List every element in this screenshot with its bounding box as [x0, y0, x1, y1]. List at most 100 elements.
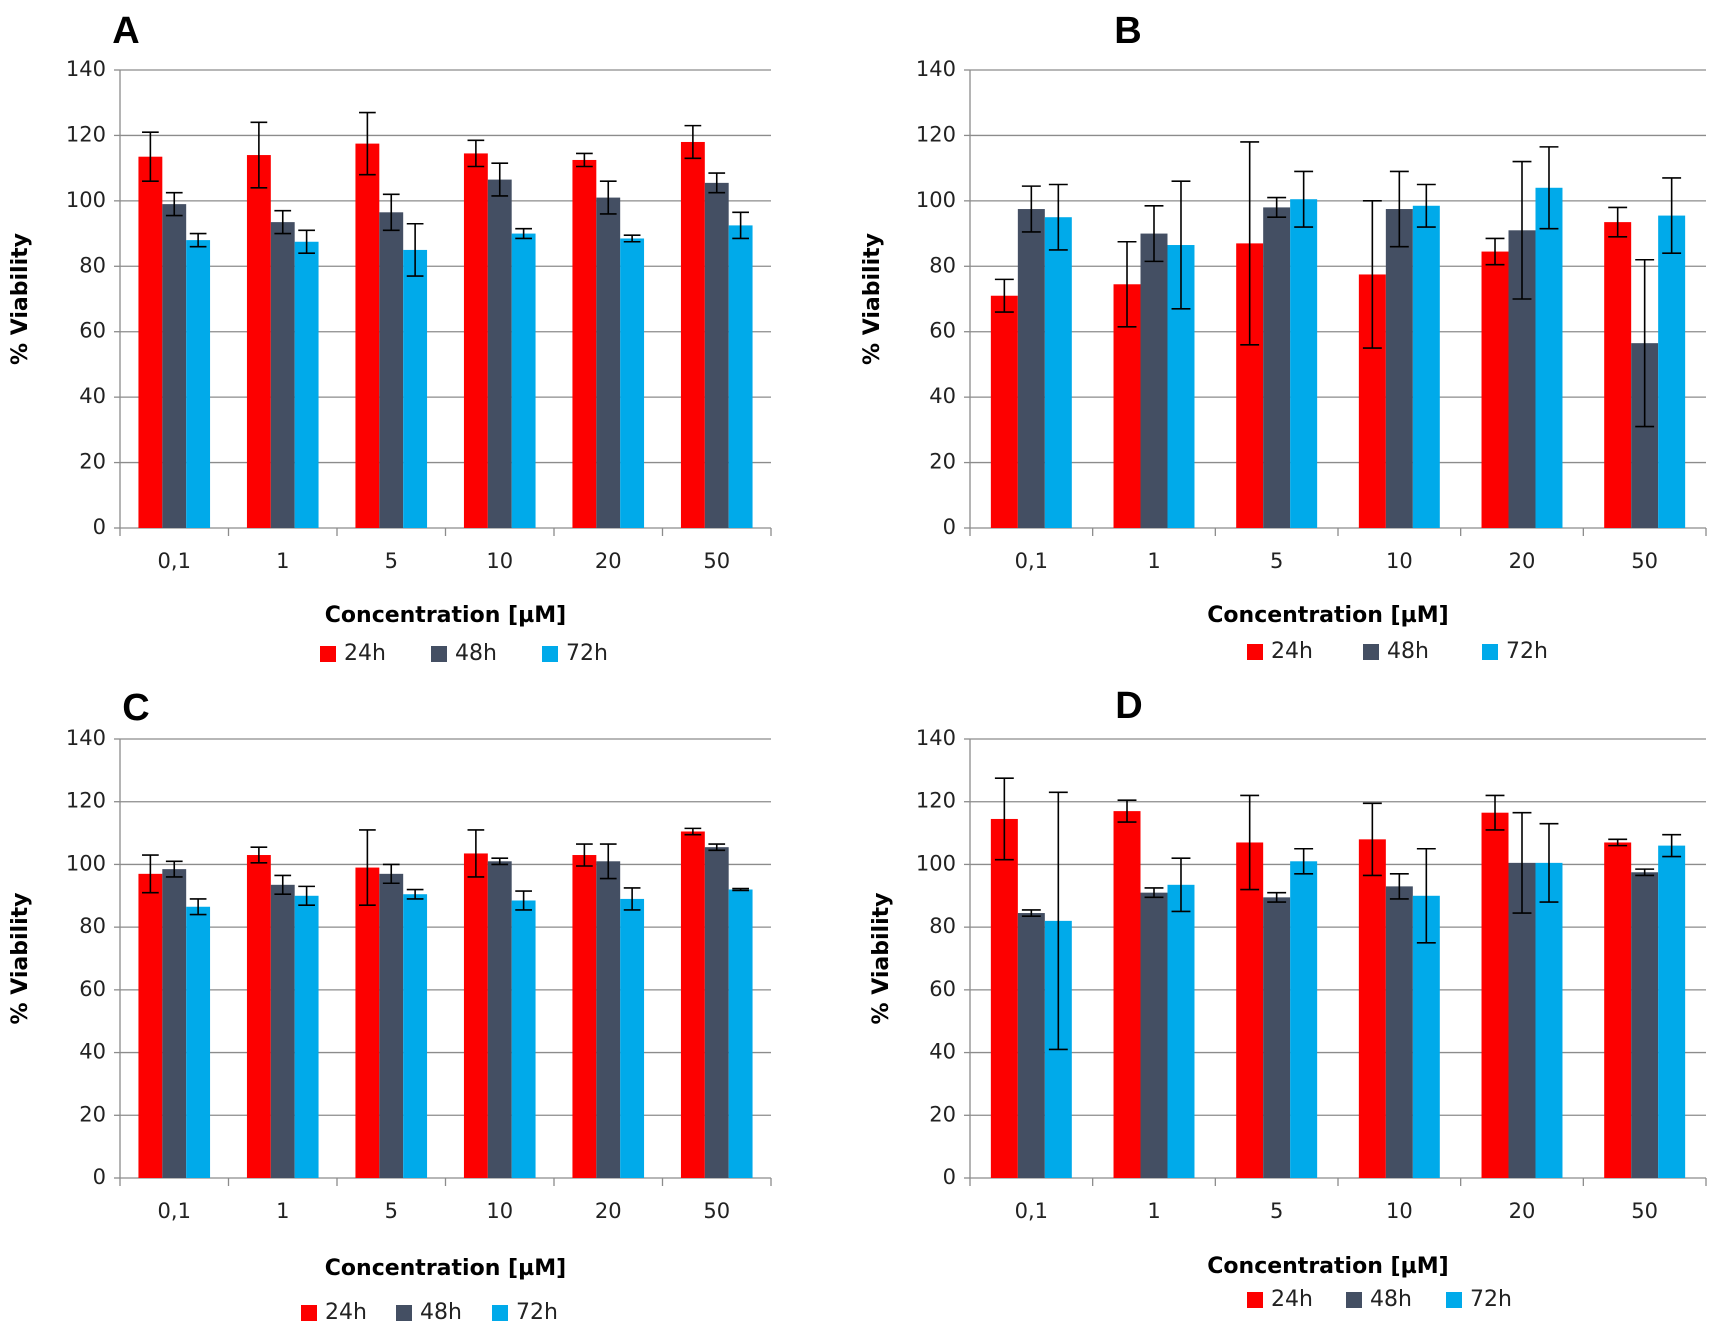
y-tick-label-b-140: 140: [916, 57, 956, 81]
bar-c-72h-4: [620, 898, 645, 1178]
x-axis-title-a: Concentration [µM]: [325, 603, 566, 628]
legend-swatch-b-24h: [1247, 644, 1263, 660]
bar-d-24h-2: [1236, 842, 1264, 1178]
legend-label-a-72h: 72h: [566, 641, 608, 666]
legend-label-c-48h: 48h: [420, 1300, 462, 1325]
y-tick-label-d-0: 0: [943, 1165, 956, 1189]
bar-a-24h-0: [138, 156, 163, 528]
bar-c-72h-2: [403, 894, 428, 1178]
legend-label-b-48h: 48h: [1387, 639, 1429, 664]
bar-d-48h-0: [1017, 913, 1045, 1178]
x-tick-label-b-2: 5: [1270, 549, 1283, 573]
panel-letter-b: B: [1114, 10, 1141, 52]
legend-swatch-c-72h: [492, 1305, 508, 1321]
x-tick-label-b-0: 0,1: [1015, 549, 1048, 573]
legend-label-b-24h: 24h: [1271, 639, 1313, 664]
bar-c-48h-5: [704, 847, 729, 1178]
bar-c-24h-5: [680, 831, 705, 1178]
y-tick-label-b-0: 0: [943, 515, 956, 539]
y-tick-label-c-40: 40: [79, 1040, 106, 1064]
bar-b-48h-0: [1017, 209, 1045, 529]
legend-label-a-48h: 48h: [455, 641, 497, 666]
bar-a-24h-4: [572, 159, 597, 528]
x-axis-title-c: Concentration [µM]: [325, 1256, 566, 1281]
bar-a-48h-3: [487, 179, 512, 529]
y-tick-label-a-60: 60: [79, 319, 106, 343]
y-tick-label-c-120: 120: [66, 789, 106, 813]
x-tick-label-b-5: 50: [1631, 549, 1658, 573]
bar-c-72h-0: [186, 906, 211, 1178]
panel-c: C 0 20 40 60 80 100 120 140 0,1 1 5 10 20 50 Concentrat…: [8, 687, 772, 1325]
y-tick-label-c-140: 140: [66, 726, 106, 750]
y-tick-label-a-140: 140: [66, 57, 106, 81]
x-tick-label-d-0: 0,1: [1015, 1199, 1048, 1223]
bar-b-72h-4: [1535, 187, 1563, 528]
bar-c-24h-1: [246, 855, 271, 1178]
legend-swatch-a-24h: [320, 646, 336, 662]
x-tick-label-c-5: 50: [703, 1199, 730, 1223]
y-tick-label-b-80: 80: [929, 253, 956, 277]
panel-d: D 0 20 40 60 80 100 120 140 0,1 1 5 10 20 50 Concentrat…: [869, 685, 1707, 1312]
bar-d-48h-3: [1385, 886, 1413, 1178]
legend-label-d-24h: 24h: [1271, 1287, 1313, 1312]
legend-swatch-a-72h: [542, 646, 558, 662]
bar-c-24h-2: [355, 867, 380, 1178]
legend-swatch-c-24h: [301, 1305, 317, 1321]
x-tick-label-c-3: 10: [486, 1199, 513, 1223]
y-tick-label-b-100: 100: [916, 188, 956, 212]
x-tick-label-a-5: 50: [703, 549, 730, 573]
legend-swatch-d-48h: [1346, 1292, 1362, 1308]
y-tick-label-a-120: 120: [66, 122, 106, 146]
bar-b-72h-3: [1412, 205, 1440, 528]
y-axis-title-d: % Viability: [869, 893, 894, 1025]
legend-swatch-d-24h: [1247, 1292, 1263, 1308]
bar-d-24h-1: [1113, 811, 1141, 1178]
x-tick-label-d-2: 5: [1270, 1199, 1283, 1223]
x-tick-label-b-1: 1: [1147, 549, 1160, 573]
y-tick-label-d-60: 60: [929, 977, 956, 1001]
x-tick-label-a-3: 10: [486, 549, 513, 573]
bar-d-48h-4: [1508, 862, 1536, 1178]
bar-a-48h-2: [379, 212, 404, 529]
bar-d-24h-3: [1358, 839, 1386, 1178]
bar-a-24h-2: [355, 143, 380, 528]
legend-label-d-72h: 72h: [1470, 1287, 1512, 1312]
x-tick-label-b-3: 10: [1386, 549, 1413, 573]
legend-swatch-b-48h: [1363, 644, 1379, 660]
panel-letter-c: C: [122, 687, 149, 729]
bar-a-72h-0: [186, 240, 211, 528]
panel-a: A 0 20 40 60 80 100 120 140 0,1 1 5 10 20 50 Concentrat…: [8, 10, 772, 666]
y-tick-label-c-20: 20: [79, 1102, 106, 1126]
x-tick-label-d-3: 10: [1386, 1199, 1413, 1223]
y-tick-label-b-20: 20: [929, 450, 956, 474]
y-axis-title-b: % Viability: [860, 233, 885, 365]
y-tick-label-b-120: 120: [916, 122, 956, 146]
x-tick-label-c-2: 5: [385, 1199, 398, 1223]
bar-a-48h-1: [270, 222, 295, 528]
x-tick-label-c-4: 20: [595, 1199, 622, 1223]
y-tick-label-d-140: 140: [916, 726, 956, 750]
legend-swatch-d-72h: [1446, 1292, 1462, 1308]
bar-b-72h-5: [1658, 215, 1686, 529]
bar-b-24h-4: [1481, 251, 1509, 529]
bar-b-24h-0: [990, 295, 1018, 528]
y-tick-label-c-80: 80: [79, 914, 106, 938]
bar-c-72h-3: [511, 900, 536, 1178]
bar-d-48h-2: [1263, 897, 1291, 1178]
bar-a-72h-1: [294, 241, 319, 528]
legend-swatch-a-48h: [431, 646, 447, 662]
bar-d-48h-1: [1140, 892, 1168, 1178]
bar-d-72h-5: [1658, 845, 1686, 1178]
legend-label-c-24h: 24h: [325, 1300, 367, 1325]
x-tick-label-a-4: 20: [595, 549, 622, 573]
panel-b: B 0 20 40 60 80 100 120 140 0,1 1 5 10 20 50 Concentrat…: [860, 10, 1707, 664]
bar-c-24h-3: [463, 853, 488, 1178]
bar-b-24h-5: [1604, 222, 1632, 528]
y-tick-label-a-20: 20: [79, 450, 106, 474]
bar-d-72h-4: [1535, 862, 1563, 1178]
bar-c-48h-1: [270, 884, 295, 1178]
y-tick-label-c-0: 0: [93, 1165, 106, 1189]
x-tick-label-b-4: 20: [1509, 549, 1536, 573]
legend-swatch-c-48h: [396, 1305, 412, 1321]
y-tick-label-b-60: 60: [929, 319, 956, 343]
